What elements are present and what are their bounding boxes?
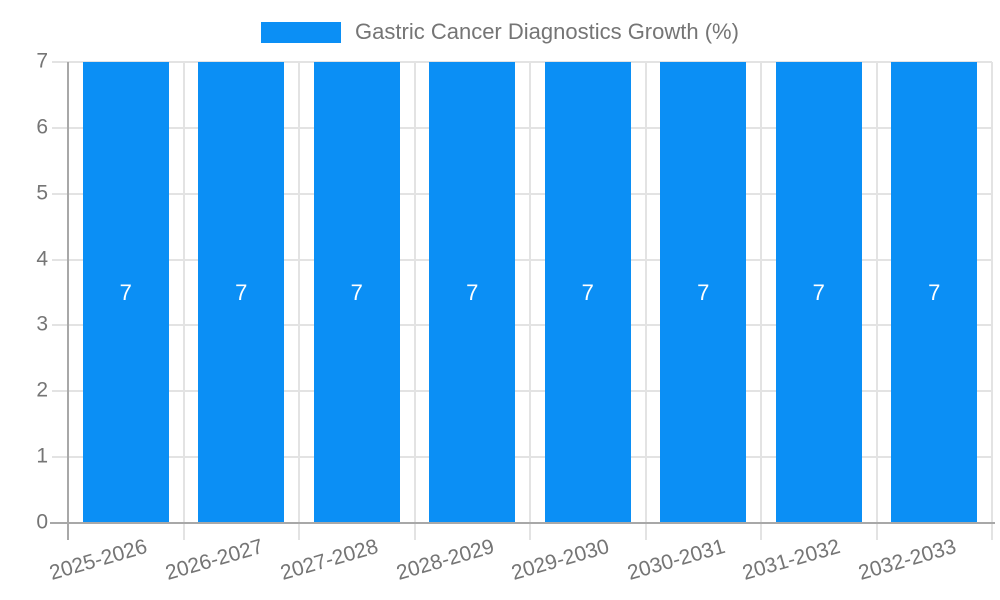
x-axis-category-label: 2032-2033 bbox=[855, 535, 959, 585]
x-axis-category-label: 2030-2031 bbox=[624, 535, 728, 585]
x-axis-category-label: 2028-2029 bbox=[393, 535, 497, 585]
x-gridline bbox=[644, 62, 647, 540]
y-gridline bbox=[52, 324, 992, 327]
bar[interactable] bbox=[891, 62, 978, 523]
bar-value-label: 7 bbox=[928, 279, 941, 305]
y-axis-tick-label: 4 bbox=[36, 247, 48, 271]
bar[interactable] bbox=[660, 62, 747, 523]
bar-value-label: 7 bbox=[350, 279, 363, 305]
x-gridline bbox=[875, 62, 878, 540]
y-gridline bbox=[52, 126, 992, 129]
y-axis-tick-label: 6 bbox=[36, 115, 48, 139]
bar[interactable] bbox=[313, 62, 400, 523]
y-axis-tick-label: 1 bbox=[36, 444, 48, 468]
y-axis-tick-label: 3 bbox=[36, 312, 48, 336]
y-gridline bbox=[52, 390, 992, 393]
y-axis-tick-label: 0 bbox=[36, 510, 48, 534]
y-gridline bbox=[52, 61, 992, 63]
x-axis-line bbox=[50, 522, 995, 524]
x-axis-category-label: 2029-2030 bbox=[509, 535, 613, 585]
y-axis-tick-label: 5 bbox=[36, 181, 48, 205]
bar[interactable] bbox=[775, 62, 862, 523]
bar[interactable] bbox=[198, 62, 285, 523]
x-gridline bbox=[182, 62, 185, 540]
y-axis-tick-label: 2 bbox=[36, 378, 48, 402]
y-gridline bbox=[52, 456, 992, 459]
legend-swatch bbox=[261, 21, 342, 43]
bar[interactable] bbox=[429, 62, 516, 523]
x-gridline bbox=[991, 62, 993, 540]
x-axis-category-label: 2026-2027 bbox=[162, 535, 266, 585]
y-gridline bbox=[52, 258, 992, 261]
x-axis-category-label: 2027-2028 bbox=[278, 535, 382, 585]
bar-value-label: 7 bbox=[581, 279, 594, 305]
x-gridline bbox=[413, 62, 416, 540]
bar[interactable] bbox=[544, 62, 631, 523]
y-gridline bbox=[52, 192, 992, 195]
bar-value-label: 7 bbox=[119, 279, 132, 305]
y-axis-tick-label: 7 bbox=[36, 49, 48, 73]
y-axis-line bbox=[67, 62, 69, 540]
x-axis-category-label: 2031-2032 bbox=[740, 535, 844, 585]
x-gridline bbox=[529, 62, 531, 540]
bar-value-label: 7 bbox=[812, 279, 825, 305]
chart-legend: Gastric Cancer Diagnostics Growth (%) bbox=[0, 19, 1000, 45]
bar-value-label: 7 bbox=[466, 279, 479, 305]
x-gridline bbox=[760, 62, 762, 540]
x-axis-category-label: 2025-2026 bbox=[47, 535, 151, 585]
x-gridline bbox=[298, 62, 300, 540]
legend-series-label: Gastric Cancer Diagnostics Growth (%) bbox=[355, 19, 739, 44]
bar-value-label: 7 bbox=[235, 279, 248, 305]
bar-value-label: 7 bbox=[697, 279, 710, 305]
bar[interactable] bbox=[82, 62, 169, 523]
